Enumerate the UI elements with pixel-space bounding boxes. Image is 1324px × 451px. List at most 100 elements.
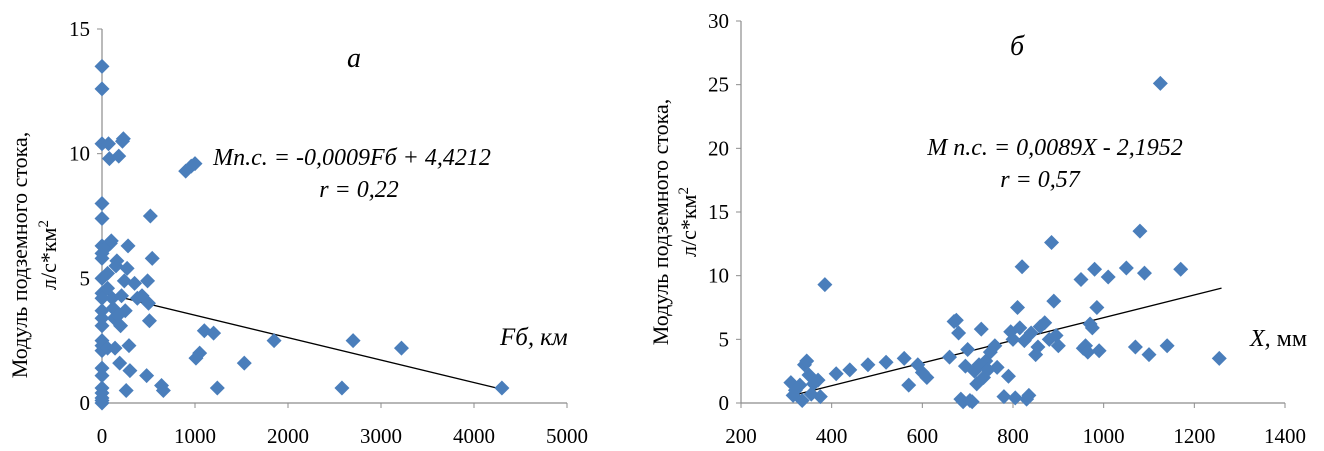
data-point bbox=[345, 333, 361, 349]
x-axis-label-b: X, мм bbox=[1249, 326, 1307, 352]
x-tick-label: 1000 bbox=[1083, 424, 1125, 448]
data-point bbox=[155, 383, 171, 399]
data-point bbox=[111, 148, 127, 164]
trendline-a bbox=[101, 292, 503, 390]
data-point bbox=[266, 333, 282, 349]
panel-label-b: б bbox=[1010, 31, 1025, 62]
data-point bbox=[1023, 325, 1039, 341]
x-tick-label: 200 bbox=[725, 424, 757, 448]
data-point bbox=[1037, 315, 1053, 331]
data-point bbox=[1127, 339, 1143, 355]
data-point bbox=[1132, 223, 1148, 239]
data-point bbox=[1080, 344, 1096, 360]
data-point bbox=[1021, 387, 1037, 403]
data-point bbox=[94, 210, 110, 226]
data-points-a bbox=[94, 58, 510, 411]
data-point bbox=[94, 250, 110, 266]
data-point bbox=[393, 340, 409, 356]
data-point bbox=[1044, 235, 1060, 251]
data-point bbox=[206, 325, 222, 341]
data-point bbox=[1089, 300, 1105, 315]
chart-panel-b: 200 400 600 800 1000 1200 1400 0 5 10 15 20 25 30 Мод… bbox=[648, 9, 1307, 448]
data-point bbox=[116, 273, 132, 289]
data-point bbox=[107, 340, 123, 356]
data-point bbox=[109, 253, 125, 269]
x-tick-label: 600 bbox=[907, 424, 939, 448]
data-point bbox=[810, 372, 826, 388]
correlation-coefficient-a: r = 0,22 bbox=[319, 177, 399, 203]
data-point bbox=[812, 389, 828, 405]
trendline-b bbox=[790, 287, 1222, 397]
data-point bbox=[117, 303, 133, 319]
x-tick-label: 2000 bbox=[267, 424, 309, 448]
data-point bbox=[187, 156, 203, 172]
y-tick-label: 30 bbox=[708, 9, 729, 33]
tick-labels-a: 0 1000 2000 3000 4000 5000 0 5 10 15 bbox=[69, 17, 588, 448]
data-point bbox=[996, 389, 1012, 405]
data-point bbox=[192, 345, 208, 361]
regression-equation-b: M п.с. = 0,0089X - 2,1952 bbox=[926, 135, 1183, 161]
data-point bbox=[860, 357, 876, 373]
data-point bbox=[1010, 300, 1026, 315]
data-point bbox=[1173, 261, 1189, 277]
x-tick-label: 800 bbox=[997, 424, 1029, 448]
data-point bbox=[114, 288, 130, 304]
correlation-coefficient-b: r = 0,57 bbox=[1000, 167, 1081, 193]
y-tick-label: 10 bbox=[69, 142, 90, 166]
data-point bbox=[94, 58, 110, 74]
data-point bbox=[1152, 75, 1168, 91]
x-tick-label: 1200 bbox=[1173, 424, 1215, 448]
x-tick-label: 1400 bbox=[1264, 424, 1306, 448]
axes-b bbox=[736, 20, 1286, 408]
y-tick-label: 25 bbox=[708, 73, 729, 97]
axes-a bbox=[97, 28, 568, 408]
y-tick-label: 5 bbox=[719, 327, 730, 351]
y-axis-unit-b: л/с*км2 bbox=[676, 187, 701, 257]
data-point bbox=[901, 377, 917, 393]
data-point bbox=[141, 295, 156, 311]
chart-panel-a: 0 1000 2000 3000 4000 5000 0 5 10 15 Модуль подзе… bbox=[7, 17, 588, 448]
data-point bbox=[1159, 338, 1175, 354]
data-points-b bbox=[783, 75, 1227, 410]
x-tick-label: 0 bbox=[97, 424, 108, 448]
data-point bbox=[948, 312, 964, 328]
data-point bbox=[794, 392, 810, 408]
y-tick-label: 5 bbox=[80, 266, 91, 290]
panel-label-a: а bbox=[347, 43, 361, 74]
data-point bbox=[817, 277, 833, 293]
data-point bbox=[101, 136, 117, 152]
trendline bbox=[101, 292, 503, 390]
data-point bbox=[144, 250, 160, 266]
data-point bbox=[1050, 338, 1066, 354]
data-point bbox=[1211, 350, 1227, 366]
data-point bbox=[964, 394, 980, 410]
data-point bbox=[119, 260, 135, 276]
data-point bbox=[1005, 331, 1021, 347]
regression-equation-a: Mп.с. = -0,0009Fб + 4,4212 bbox=[212, 145, 491, 171]
data-point bbox=[1087, 261, 1103, 277]
x-axis-label-a: Fб, км bbox=[499, 324, 568, 351]
data-point bbox=[94, 318, 110, 334]
data-point bbox=[989, 359, 1005, 375]
tick-labels-b: 200 400 600 800 1000 1200 1400 0 5 10 15 20 25 30 bbox=[708, 9, 1306, 448]
data-point bbox=[122, 363, 138, 379]
trendline bbox=[790, 287, 1222, 397]
data-point bbox=[94, 368, 110, 384]
data-point bbox=[878, 354, 894, 370]
data-point bbox=[1100, 269, 1116, 285]
x-tick-label: 3000 bbox=[360, 424, 402, 448]
data-point bbox=[1136, 265, 1152, 281]
x-tick-label: 1000 bbox=[174, 424, 216, 448]
data-point bbox=[987, 338, 1003, 354]
y-tick-label: 15 bbox=[69, 17, 90, 41]
data-point bbox=[103, 233, 119, 249]
data-point bbox=[1048, 328, 1064, 344]
x-tick-label: 400 bbox=[816, 424, 848, 448]
data-point bbox=[94, 290, 110, 306]
data-point bbox=[942, 349, 958, 365]
data-point bbox=[209, 380, 225, 396]
data-point bbox=[1091, 343, 1107, 359]
data-point bbox=[236, 355, 252, 371]
x-tick-label: 4000 bbox=[453, 424, 495, 448]
